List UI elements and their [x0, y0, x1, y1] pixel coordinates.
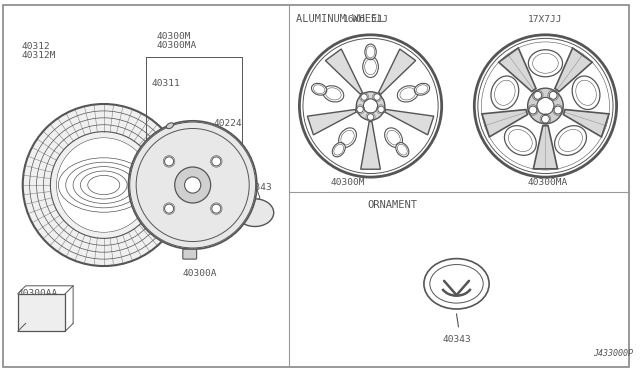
Ellipse shape [529, 50, 563, 77]
Text: ORNAMENT: ORNAMENT [367, 200, 417, 210]
Circle shape [212, 204, 221, 213]
Circle shape [23, 104, 185, 266]
Polygon shape [325, 49, 362, 94]
Circle shape [57, 138, 150, 232]
Ellipse shape [166, 123, 173, 129]
Polygon shape [307, 109, 356, 135]
Polygon shape [379, 49, 416, 94]
Polygon shape [563, 109, 609, 137]
Text: ALUMINUM WHEEL: ALUMINUM WHEEL [296, 14, 384, 24]
Ellipse shape [414, 83, 429, 95]
Ellipse shape [385, 128, 403, 147]
Text: 40300AA: 40300AA [18, 289, 58, 298]
Circle shape [212, 157, 221, 166]
Circle shape [554, 106, 562, 114]
Polygon shape [482, 109, 527, 137]
Circle shape [364, 99, 378, 113]
Ellipse shape [323, 86, 344, 102]
Circle shape [175, 167, 211, 203]
Polygon shape [533, 126, 557, 169]
Ellipse shape [396, 142, 409, 157]
Text: 40300A: 40300A [183, 269, 218, 278]
Text: 40343: 40343 [243, 183, 272, 192]
FancyBboxPatch shape [3, 5, 629, 367]
Text: 17X7JJ: 17X7JJ [527, 15, 562, 24]
Circle shape [184, 177, 201, 193]
Circle shape [164, 204, 173, 213]
Text: 40300MA: 40300MA [527, 178, 568, 187]
Ellipse shape [424, 259, 489, 309]
Text: 40300M: 40300M [156, 32, 191, 41]
FancyBboxPatch shape [183, 249, 196, 259]
Polygon shape [385, 109, 434, 135]
Text: 40312M: 40312M [22, 51, 56, 60]
Circle shape [527, 88, 563, 124]
Ellipse shape [236, 199, 274, 227]
Ellipse shape [504, 126, 536, 155]
Circle shape [356, 92, 385, 120]
Circle shape [474, 35, 616, 177]
Polygon shape [361, 122, 380, 169]
FancyBboxPatch shape [18, 294, 65, 331]
Ellipse shape [555, 126, 586, 155]
Circle shape [378, 106, 384, 113]
Ellipse shape [397, 86, 418, 102]
Text: 40312: 40312 [22, 42, 51, 51]
Ellipse shape [339, 128, 356, 147]
Polygon shape [555, 48, 592, 92]
Ellipse shape [365, 44, 376, 60]
Circle shape [374, 94, 380, 100]
Circle shape [541, 115, 549, 123]
Circle shape [534, 92, 541, 99]
Text: 40300M: 40300M [331, 178, 365, 187]
Ellipse shape [572, 76, 600, 109]
Ellipse shape [312, 83, 327, 95]
Ellipse shape [430, 264, 483, 303]
Ellipse shape [363, 56, 378, 77]
Circle shape [549, 92, 557, 99]
Circle shape [129, 121, 257, 249]
Text: 16X6.5JJ: 16X6.5JJ [343, 15, 389, 24]
Text: 40343: 40343 [443, 335, 472, 344]
Polygon shape [499, 48, 536, 92]
Text: 40224: 40224 [213, 119, 242, 128]
Circle shape [300, 35, 442, 177]
Ellipse shape [491, 76, 519, 109]
Circle shape [361, 94, 367, 100]
Circle shape [357, 106, 364, 113]
Circle shape [529, 106, 537, 114]
Ellipse shape [332, 142, 345, 157]
Circle shape [367, 114, 374, 120]
Text: J433000P: J433000P [593, 349, 633, 358]
Circle shape [164, 157, 173, 166]
Text: 40311: 40311 [151, 79, 180, 88]
Text: 40300MA: 40300MA [156, 41, 196, 50]
Circle shape [537, 97, 554, 115]
